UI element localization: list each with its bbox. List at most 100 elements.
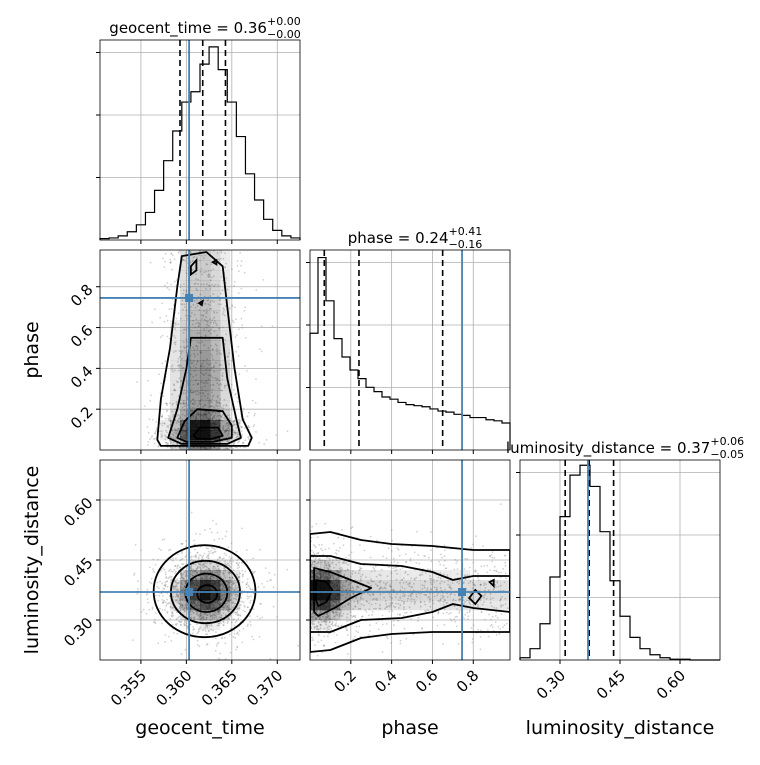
sample-point xyxy=(137,588,139,590)
sample-point xyxy=(246,587,248,589)
sample-point xyxy=(500,503,502,505)
density-cell xyxy=(220,400,230,410)
sample-point xyxy=(191,512,193,514)
sample-point xyxy=(161,303,163,305)
sample-point xyxy=(261,583,263,585)
sample-point xyxy=(209,528,211,530)
sample-point xyxy=(438,613,440,615)
sample-point xyxy=(258,442,260,444)
sample-point xyxy=(136,593,138,595)
sample-point xyxy=(458,643,460,645)
sample-point xyxy=(238,566,240,568)
sample-point xyxy=(338,550,340,552)
sample-point xyxy=(369,630,371,632)
sample-point xyxy=(481,611,483,613)
sample-point xyxy=(199,645,201,647)
sample-point xyxy=(444,555,446,557)
sample-point xyxy=(161,583,163,585)
density-panel-10 xyxy=(132,512,299,661)
sample-point xyxy=(343,544,345,546)
density-cell xyxy=(190,280,200,290)
sample-point xyxy=(393,620,395,622)
sample-point xyxy=(259,636,261,638)
sample-point xyxy=(359,544,361,546)
sample-point xyxy=(439,564,441,566)
sample-point xyxy=(238,292,240,294)
sample-point xyxy=(234,633,236,635)
density-cell xyxy=(210,400,220,410)
sample-point xyxy=(147,589,149,591)
sample-point xyxy=(233,285,235,287)
sample-point xyxy=(231,557,233,559)
sample-point xyxy=(211,532,213,534)
density-cell xyxy=(170,370,180,380)
sample-point xyxy=(241,324,243,326)
sample-point xyxy=(505,578,507,580)
density-cell xyxy=(220,340,230,350)
density-cell xyxy=(200,320,210,330)
sample-point xyxy=(353,615,355,617)
sample-point xyxy=(235,393,237,395)
sample-point xyxy=(156,427,158,429)
sample-point xyxy=(174,258,176,260)
sample-point xyxy=(229,556,231,558)
sample-point xyxy=(251,636,253,638)
sample-point xyxy=(246,370,248,372)
sample-point xyxy=(222,538,224,540)
sample-point xyxy=(247,624,249,626)
sample-point xyxy=(237,567,239,569)
sample-point xyxy=(136,381,138,383)
sample-point xyxy=(162,609,164,611)
density-cell xyxy=(210,340,220,350)
sample-point xyxy=(133,574,135,576)
sample-point xyxy=(186,555,188,557)
sample-point xyxy=(206,633,208,635)
sample-point xyxy=(234,281,236,283)
density-cell xyxy=(200,570,210,580)
sample-point xyxy=(151,435,153,437)
sample-point xyxy=(151,583,153,585)
sample-point xyxy=(154,619,156,621)
sample-point xyxy=(314,644,316,646)
sample-point xyxy=(178,312,180,314)
sample-point xyxy=(155,595,157,597)
density-cell xyxy=(200,280,210,290)
sample-point xyxy=(152,559,154,561)
sample-point xyxy=(159,581,161,583)
sample-point xyxy=(467,618,469,620)
sample-point xyxy=(240,597,242,599)
sample-point xyxy=(149,567,151,569)
sample-point xyxy=(166,282,168,284)
sample-point xyxy=(458,612,460,614)
sample-point xyxy=(372,567,374,569)
sample-point xyxy=(215,631,217,633)
sample-point xyxy=(396,547,398,549)
density-cell xyxy=(310,620,320,630)
sample-point xyxy=(259,549,261,551)
sample-point xyxy=(244,427,246,429)
sample-point xyxy=(506,623,508,625)
sample-point xyxy=(237,615,239,617)
sample-point xyxy=(472,638,474,640)
sample-point xyxy=(268,572,270,574)
sample-point xyxy=(232,320,234,322)
sample-point xyxy=(336,549,338,551)
sample-point xyxy=(197,552,199,554)
sample-point xyxy=(175,557,177,559)
sample-point xyxy=(164,609,166,611)
sample-point xyxy=(445,567,447,569)
sample-point xyxy=(151,437,153,439)
sample-point xyxy=(180,624,182,626)
sample-point xyxy=(245,337,247,339)
sample-point xyxy=(243,601,245,603)
sample-point xyxy=(162,595,164,597)
sample-point xyxy=(483,565,485,567)
sample-point xyxy=(319,558,321,560)
sample-point xyxy=(491,561,493,563)
density-cell xyxy=(210,300,220,310)
sample-point xyxy=(505,572,507,574)
sample-point xyxy=(314,558,316,560)
sample-point xyxy=(417,620,419,622)
sample-point xyxy=(255,378,257,380)
